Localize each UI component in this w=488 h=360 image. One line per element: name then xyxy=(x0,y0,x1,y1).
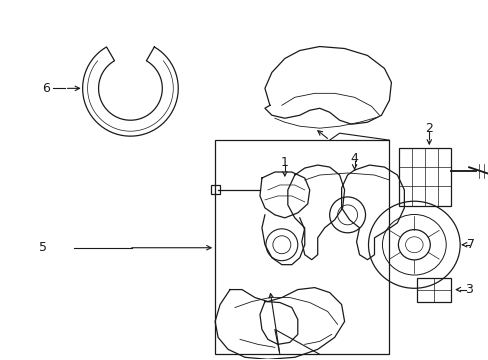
Text: 1: 1 xyxy=(280,156,288,168)
Bar xyxy=(416,278,450,302)
Text: 2: 2 xyxy=(425,122,432,135)
Bar xyxy=(210,185,219,194)
Bar xyxy=(399,148,450,206)
Bar xyxy=(215,140,388,354)
Text: 4: 4 xyxy=(350,152,358,165)
Text: 3: 3 xyxy=(464,283,472,296)
Text: 7: 7 xyxy=(466,238,474,251)
Text: 6: 6 xyxy=(42,82,50,95)
Text: 5: 5 xyxy=(39,241,47,254)
